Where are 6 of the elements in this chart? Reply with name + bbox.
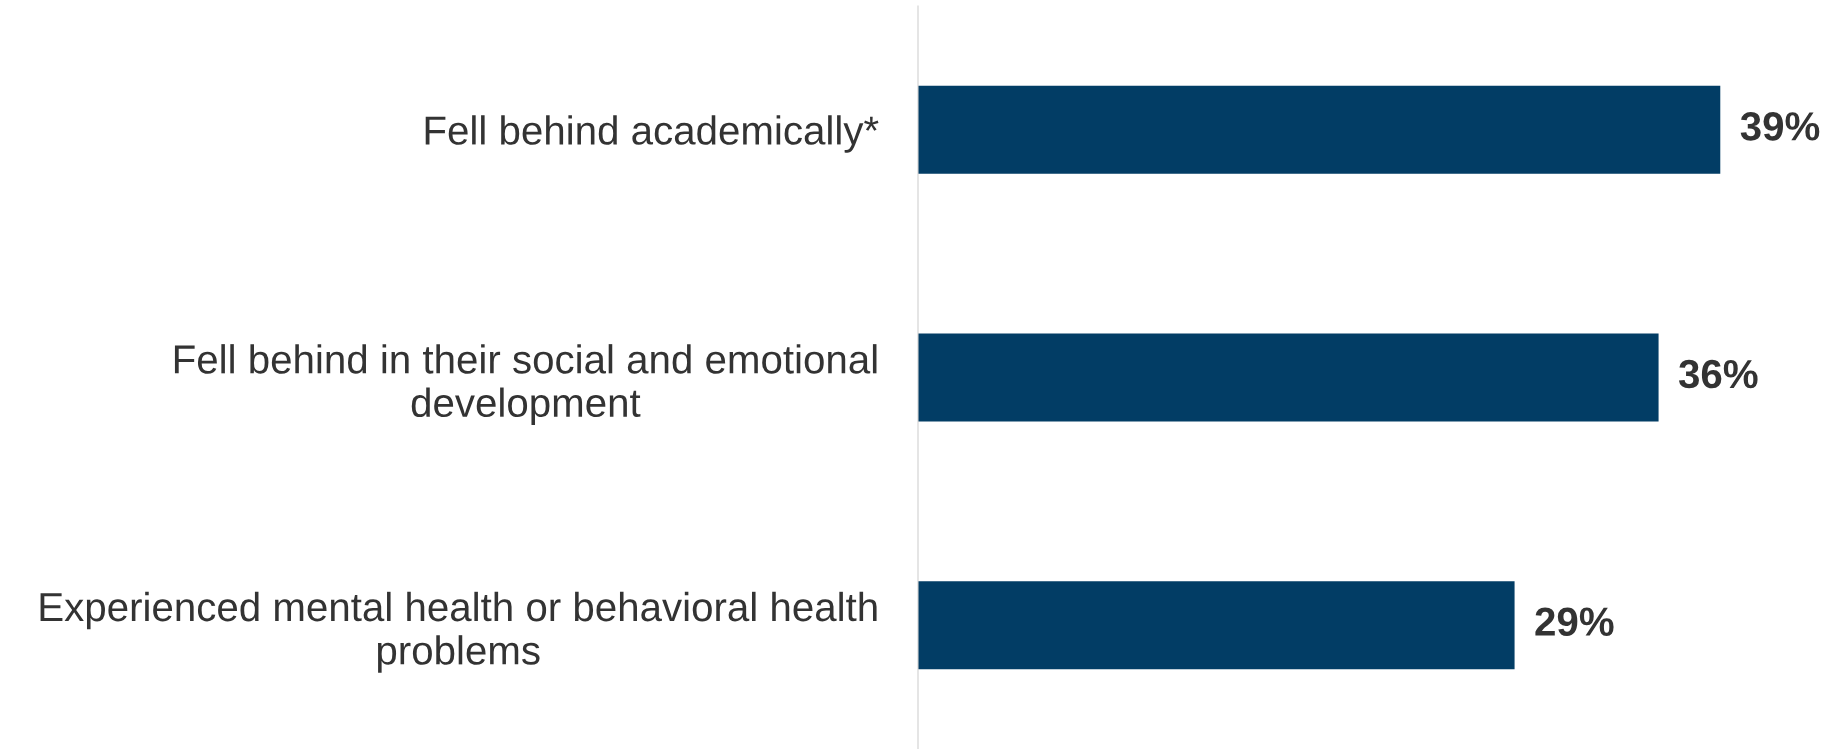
- data-label: 36%: [1678, 359, 1758, 389]
- y-tick-label: Fell behind in their social and emotional development: [174, 344, 877, 426]
- y-tick-label: Fell behind academically*: [425, 115, 879, 153]
- y-tick-label: Experienced mental health or behavioral health problems: [40, 591, 877, 673]
- data-label: 29%: [1535, 607, 1614, 636]
- data-label: 39%: [1740, 112, 1820, 141]
